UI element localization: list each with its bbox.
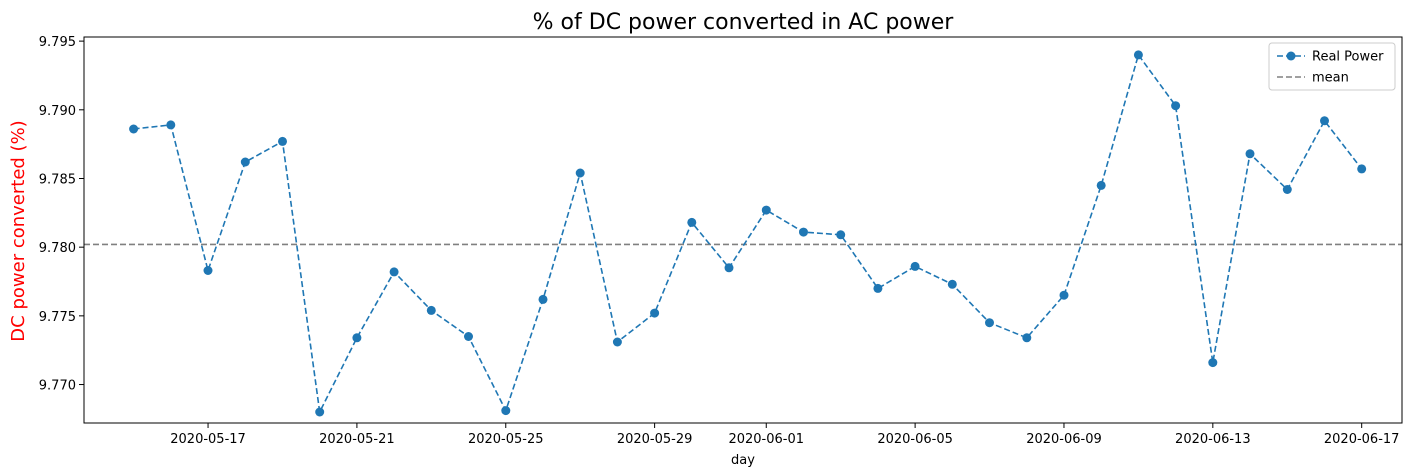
data-point [612,337,622,347]
data-point [129,124,139,134]
data-point [389,267,399,277]
data-point [985,318,994,328]
legend: Real Power mean [1268,42,1396,91]
data-point [1245,149,1255,159]
data-point [538,294,548,304]
y-tick-label: 9.785 [39,172,76,187]
legend-marker [1286,51,1296,61]
data-point [203,266,213,275]
plot-frame [83,36,1403,424]
data-point [1022,333,1032,343]
y-axis-label: DC power converted (%) [8,120,29,341]
x-tick-label: 2020-06-05 [877,432,953,447]
data-point [1208,358,1218,368]
data-point [947,279,957,289]
data-point [240,157,250,167]
y-tick-label: 9.775 [39,310,76,325]
x-tick-label: 2020-06-09 [1026,432,1102,447]
data-point [1357,164,1367,174]
data-point [724,263,734,273]
data-point [836,230,846,240]
data-point [1282,185,1292,194]
data-point [1320,116,1329,126]
legend-box [1268,42,1396,91]
data-point [1133,50,1143,60]
x-tick-label: 2020-05-29 [617,432,693,447]
legend-label: mean [1312,71,1349,86]
x-tick-label: 2020-06-17 [1324,432,1400,447]
data-point [650,308,660,318]
data-point [799,227,808,237]
data-point [352,333,362,343]
data-point [426,305,436,315]
x-tick-label: 2020-05-21 [319,432,395,447]
data-point [315,407,325,417]
data-point [873,283,883,293]
data-point [501,406,511,416]
y-tick-label: 9.795 [39,35,76,50]
y-tick-label: 9.770 [39,379,76,394]
data-point [575,168,585,178]
data-point [1171,101,1181,111]
data-point [464,332,473,341]
x-tick-label: 2020-06-13 [1175,432,1251,447]
data-point [761,205,771,215]
plot-area [84,50,1402,417]
series-line-real-power [133,53,1363,415]
data-point [1059,290,1069,300]
y-tick-label: 9.780 [39,241,76,256]
data-point [687,217,697,227]
data-point [910,261,920,271]
chart-title: % of DC power converted in AC power [533,10,955,35]
x-tick-label: 2020-05-17 [170,432,246,447]
data-point [278,136,287,146]
x-tick-label: 2020-05-25 [468,432,544,447]
legend-label: Real Power [1312,50,1384,65]
data-point [166,120,176,130]
x-tick-label: 2020-06-01 [728,432,804,447]
data-point [1096,180,1106,190]
y-tick-label: 9.790 [39,104,76,119]
x-axis-label: day [731,453,755,468]
